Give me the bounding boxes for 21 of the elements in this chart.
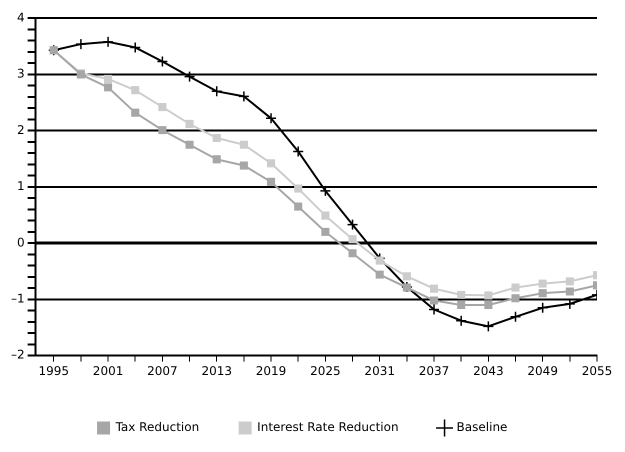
- x-tick-label: 2037: [418, 364, 450, 378]
- x-tick-label: 2043: [473, 364, 504, 378]
- x-tick-label: 2019: [256, 364, 286, 378]
- y-tick-label: 2: [16, 122, 25, 137]
- y-tick-label: –1: [10, 291, 25, 306]
- legend-label: Tax Reduction: [114, 420, 200, 434]
- y-tick-label: 3: [16, 66, 25, 81]
- x-tick-label: 1995: [38, 364, 70, 378]
- x-tick-label: 2031: [364, 364, 395, 378]
- x-tick-label: 2049: [527, 364, 558, 378]
- y-tick-label: –2: [10, 348, 25, 362]
- x-tick-label: 2007: [147, 364, 178, 378]
- x-tick-label: 2013: [201, 364, 232, 378]
- y-tick-label: 4: [16, 10, 25, 24]
- x-tick-label: 2001: [92, 364, 124, 378]
- legend-label: Interest Rate Reduction: [257, 420, 399, 434]
- y-tick-label: 0: [16, 235, 25, 250]
- x-tick-label: 2025: [310, 364, 341, 378]
- y-tick-label: 1: [16, 179, 25, 194]
- legend-label: Baseline: [456, 420, 508, 434]
- x-tick-label: 2055: [582, 364, 612, 378]
